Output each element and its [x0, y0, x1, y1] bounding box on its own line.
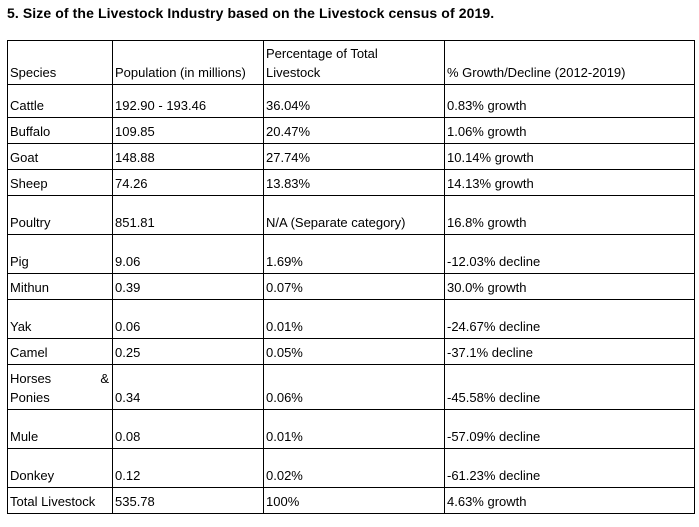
cell-growth: -57.09% decline	[444, 409, 695, 449]
table-row: Sheep 74.26 13.83% 14.13% growth	[7, 169, 695, 196]
table-row: Pig 9.06 1.69% -12.03% decline	[7, 234, 695, 274]
cell-species: Horses & Ponies	[7, 364, 113, 410]
table-row: Buffalo 109.85 20.47% 1.06% growth	[7, 117, 695, 144]
table-row: Total Livestock 535.78 100% 4.63% growth	[7, 487, 695, 514]
cell-population: 851.81	[112, 195, 264, 235]
cell-population: 0.25	[112, 338, 264, 365]
cell-percentage: 36.04%	[263, 84, 445, 118]
cell-species: Camel	[7, 338, 113, 365]
cell-population: 0.34	[112, 364, 264, 410]
cell-growth: -45.58% decline	[444, 364, 695, 410]
cell-population: 192.90 - 193.46	[112, 84, 264, 118]
table-row: Cattle 192.90 - 193.46 36.04% 0.83% grow…	[7, 84, 695, 118]
cell-population: 9.06	[112, 234, 264, 274]
cell-population: 74.26	[112, 169, 264, 196]
cell-growth: -37.1% decline	[444, 338, 695, 365]
cell-species: Sheep	[7, 169, 113, 196]
cell-growth: 14.13% growth	[444, 169, 695, 196]
cell-population: 0.12	[112, 448, 264, 488]
cell-growth: 4.63% growth	[444, 487, 695, 514]
cell-species: Poultry	[7, 195, 113, 235]
cell-species-part: Horses	[10, 371, 52, 386]
cell-species: Total Livestock	[7, 487, 113, 514]
cell-population: 148.88	[112, 143, 264, 170]
cell-species: Goat	[7, 143, 113, 170]
cell-growth: 16.8% growth	[444, 195, 695, 235]
table-row: Mule 0.08 0.01% -57.09% decline	[7, 409, 695, 449]
table-row: Horses & Ponies 0.34 0.06% -45.58% decli…	[7, 364, 695, 410]
cell-percentage: 0.02%	[263, 448, 445, 488]
table-row: Camel 0.25 0.05% -37.1% decline	[7, 338, 695, 365]
header-growth: % Growth/Decline (2012-2019)	[444, 40, 695, 85]
cell-growth: 0.83% growth	[444, 84, 695, 118]
cell-species: Mule	[7, 409, 113, 449]
cell-population: 0.06	[112, 299, 264, 339]
cell-percentage: 1.69%	[263, 234, 445, 274]
cell-population: 0.08	[112, 409, 264, 449]
cell-percentage: 20.47%	[263, 117, 445, 144]
page-heading: 5. Size of the Livestock Industry based …	[7, 5, 495, 21]
header-species: Species	[7, 40, 113, 85]
header-population: Population (in millions)	[112, 40, 264, 85]
cell-percentage: N/A (Separate category)	[263, 195, 445, 235]
cell-growth: -12.03% decline	[444, 234, 695, 274]
table-row: Yak 0.06 0.01% -24.67% decline	[7, 299, 695, 339]
cell-growth: 1.06% growth	[444, 117, 695, 144]
cell-growth: 30.0% growth	[444, 273, 695, 300]
livestock-table: Species Population (in millions) Percent…	[7, 40, 695, 514]
cell-species-part: Ponies	[10, 390, 50, 405]
cell-growth: 10.14% growth	[444, 143, 695, 170]
cell-growth: -61.23% decline	[444, 448, 695, 488]
header-percentage-line1: Percentage of Total	[266, 46, 378, 61]
cell-population: 0.39	[112, 273, 264, 300]
header-percentage-line2: Livestock	[266, 65, 321, 80]
cell-percentage: 0.01%	[263, 409, 445, 449]
table-row: Goat 148.88 27.74% 10.14% growth	[7, 143, 695, 170]
table-header-row: Species Population (in millions) Percent…	[7, 40, 695, 85]
cell-species: Pig	[7, 234, 113, 274]
cell-population: 535.78	[112, 487, 264, 514]
table-row: Donkey 0.12 0.02% -61.23% decline	[7, 448, 695, 488]
cell-species: Mithun	[7, 273, 113, 300]
cell-species: Yak	[7, 299, 113, 339]
cell-population: 109.85	[112, 117, 264, 144]
header-percentage: Percentage of Total Livestock	[263, 40, 445, 85]
cell-percentage: 100%	[263, 487, 445, 514]
cell-percentage: 0.06%	[263, 364, 445, 410]
cell-percentage: 13.83%	[263, 169, 445, 196]
cell-percentage: 27.74%	[263, 143, 445, 170]
table-row: Poultry 851.81 N/A (Separate category) 1…	[7, 195, 695, 235]
cell-percentage: 0.05%	[263, 338, 445, 365]
cell-species: Donkey	[7, 448, 113, 488]
cell-percentage: 0.07%	[263, 273, 445, 300]
cell-growth: -24.67% decline	[444, 299, 695, 339]
table-row: Mithun 0.39 0.07% 30.0% growth	[7, 273, 695, 300]
cell-percentage: 0.01%	[263, 299, 445, 339]
cell-species: Buffalo	[7, 117, 113, 144]
cell-species-part: &	[100, 371, 109, 386]
cell-species: Cattle	[7, 84, 113, 118]
